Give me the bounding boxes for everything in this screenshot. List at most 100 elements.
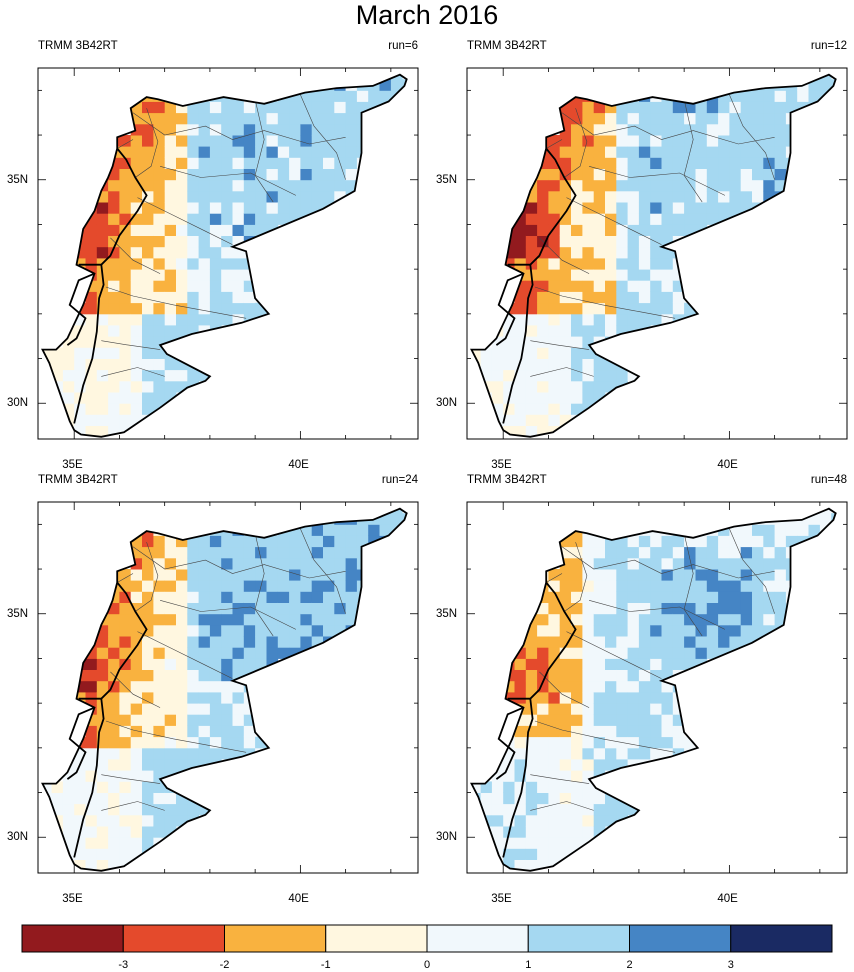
grid-cell [471,347,481,359]
grid-cell [130,580,143,592]
grid-cell [559,725,572,738]
grid-cell [142,325,154,337]
grid-cell [672,135,685,147]
grid-cell [661,703,674,715]
grid-cell [638,146,651,158]
grid-cell [108,636,120,648]
grid-cell [85,302,98,315]
grid-cell [559,580,572,592]
grid-cell [740,146,753,158]
grid-cell [593,302,606,315]
grid-cell [774,591,787,603]
grid-cell [164,703,177,715]
grid-cell [537,770,549,782]
grid-cell [605,213,617,225]
grid-cell [221,569,233,581]
grid-cell [187,759,199,771]
grid-cell [638,258,651,270]
grid-cell [130,814,143,827]
grid-cell [774,146,787,158]
grid-cell [616,123,628,136]
grid-cell [108,647,120,659]
grid-cell [153,692,166,704]
grid-cell [627,280,640,292]
grid-cell [74,792,86,805]
grid-cell [266,636,279,648]
grid-cell [243,190,256,203]
grid-cell [684,647,696,659]
grid-cell [311,613,324,626]
grid-cell [661,647,674,659]
grid-cell [130,313,143,326]
grid-cell [243,146,256,158]
grid-cell [153,647,166,659]
grid-cell [130,636,143,648]
grid-cell [300,202,313,214]
grid-cell [537,224,549,236]
grid-cell [785,524,798,536]
grid-cell [774,580,787,592]
grid-cell [142,725,154,738]
grid-cell [198,269,211,281]
grid-cell [695,557,708,570]
grid-cell [480,358,493,371]
admin-boundary [530,367,594,377]
grid-cell [571,302,583,315]
grid-cell [232,146,245,158]
grid-cell [638,213,651,225]
grid-cell [96,747,109,760]
grid-cell [311,602,324,615]
grid-cell [379,90,392,102]
grid-cell [752,602,764,615]
grid-cell [514,246,527,259]
admin-boundary [589,600,726,630]
grid-cell [356,90,369,102]
map-panel-1: TRMM 3B42RT run=6 35E 40E 35N 30N [7,40,419,471]
grid-cell [571,591,583,603]
grid-cell [537,692,549,704]
grid-cell [187,703,199,715]
admin-boundary [300,528,346,614]
grid-cell [582,591,595,603]
grid-cell [187,546,199,559]
grid-cell [491,792,504,805]
grid-cell [96,369,109,382]
grid-cell [480,369,493,382]
grid-cell [525,246,538,259]
grid-cell [638,235,651,248]
grid-cell [752,580,764,592]
grid-cell [96,325,109,337]
grid-cell [627,157,640,169]
grid-cell [514,826,527,838]
grid-cell [650,157,662,169]
grid-cell [582,759,595,771]
grid-cell [255,613,267,626]
grid-cell [627,546,640,559]
grid-cell [718,123,730,136]
grid-cell [571,680,583,693]
grid-cell [616,258,628,270]
grid-cell [706,557,719,570]
grid-cell [514,837,527,849]
grid-cell [164,146,177,158]
grid-cell [153,291,166,304]
grid-cell [153,213,166,225]
grid-cell [187,325,199,337]
grid-cell [593,291,606,304]
grid-cell [74,246,86,259]
grid-cell [130,837,143,849]
grid-cell [605,302,617,315]
admin-boundary [539,237,590,274]
grid-cell [672,703,685,715]
grid-cell [176,669,188,682]
grid-cell [164,613,177,626]
grid-cell [695,146,708,158]
grid-cell [153,781,166,793]
grid-cell [130,224,143,236]
grid-cell [119,258,132,270]
country-border [66,706,95,780]
grid-cell [176,814,188,827]
grid-cell [672,557,685,570]
grid-cell [537,392,549,404]
grid-cell [650,246,662,259]
